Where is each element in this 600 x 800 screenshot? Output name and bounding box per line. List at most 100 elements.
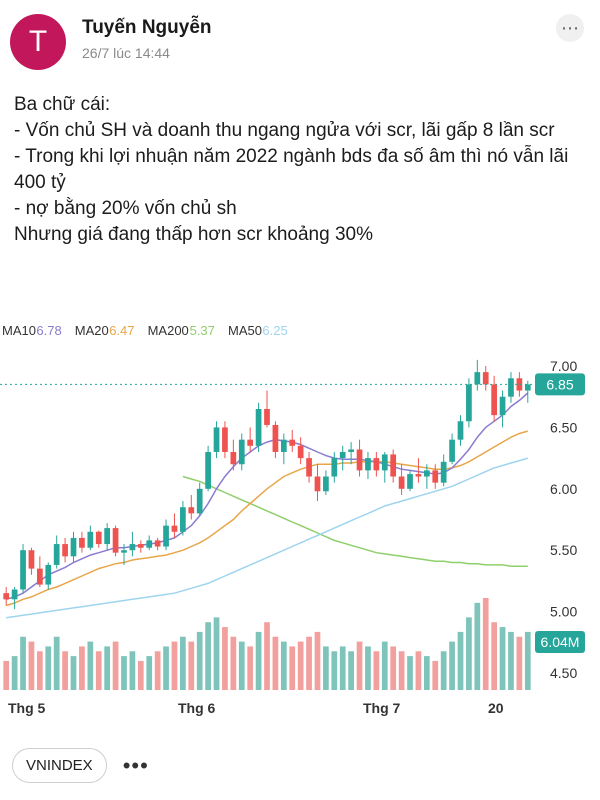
volume-bar-49: [415, 651, 422, 690]
more-horizontal-icon[interactable]: ⋯: [556, 14, 584, 42]
post-timestamp[interactable]: 26/7 lúc 14:44: [82, 45, 170, 61]
post-body: Ba chữ cái: - Vốn chủ SH và doanh thu ng…: [14, 92, 584, 248]
tag-chip-vnindex[interactable]: VNINDEX: [12, 748, 107, 783]
volume-bar-11: [95, 651, 102, 690]
volume-bar-10: [87, 641, 94, 690]
volume-bar-31: [264, 622, 270, 690]
stock-chart[interactable]: MA10 6.78 MA20 6.47 MA200 5.37 MA50 6.25 6.04M …: [0, 318, 600, 723]
author-meta: Tuyến Nguyễn 26/7 lúc 14:44: [82, 17, 212, 61]
candle-body-7: [62, 544, 68, 557]
volume-bar-36: [306, 636, 312, 690]
candle-body-40: [339, 451, 346, 459]
legend-label-2: MA200: [148, 323, 189, 338]
tag-row: VNINDEX •••: [12, 748, 149, 783]
volume-bars: 6.04M: [3, 598, 585, 690]
candle-body-12: [104, 528, 111, 545]
volume-bar-59: [499, 627, 506, 690]
volume-bar-58: [491, 622, 498, 690]
volume-bar-30: [255, 631, 262, 690]
volume-bar-42: [356, 641, 363, 690]
legend-value-1: 6.47: [109, 323, 134, 338]
candle-body-53: [449, 439, 455, 462]
legend-label-0: MA10: [2, 323, 36, 338]
candle-body-24: [205, 451, 211, 489]
post-line: - nợ bằng 20% vốn chủ sh: [14, 198, 237, 219]
candle-body-44: [373, 458, 380, 471]
volume-bar-39: [331, 651, 338, 690]
candle-body-2: [20, 550, 26, 590]
candle-body-13: [112, 528, 119, 553]
candle-body-62: [524, 384, 531, 391]
volume-bar-6: [53, 636, 60, 690]
candle-body-16: [137, 544, 144, 548]
candle-body-14: [121, 550, 127, 553]
candle-body-23: [196, 488, 203, 514]
candle-body-28: [238, 439, 245, 465]
candle-body-56: [474, 372, 481, 385]
volume-bar-22: [188, 641, 195, 690]
candle-body-29: [247, 439, 254, 446]
candle-body-0: [3, 593, 10, 600]
candle-body-19: [163, 525, 169, 547]
last-volume-label: 6.04M: [541, 634, 580, 650]
candle-body-41: [348, 449, 354, 452]
candle-body-48: [407, 474, 413, 489]
volume-bar-25: [213, 617, 220, 690]
volume-bar-43: [365, 646, 371, 690]
volume-bar-29: [247, 646, 254, 690]
price-axis: 7.00 6.50 6.00 5.50 5.00 4.50 6.85: [0, 358, 585, 681]
volume-bar-2: [20, 636, 26, 690]
candle-body-57: [482, 372, 489, 385]
candle-body-51: [432, 470, 439, 483]
volume-bar-34: [289, 646, 296, 690]
post-line: Nhưng giá đang thấp hơn scr khoảng 30%: [14, 224, 373, 245]
volume-bar-26: [222, 627, 228, 690]
volume-bar-7: [62, 651, 68, 690]
more-options-icon[interactable]: •••: [122, 752, 149, 778]
candle-body-55: [466, 384, 472, 422]
volume-bar-47: [398, 651, 405, 690]
volume-bar-41: [348, 651, 354, 690]
ma200-line: [182, 475, 528, 567]
candles: [3, 359, 531, 610]
time-label-3: 20: [488, 700, 504, 716]
candle-body-1: [11, 589, 18, 600]
volume-bar-61: [516, 636, 523, 690]
volume-bar-5: [45, 646, 52, 690]
candle-body-38: [323, 476, 329, 492]
candle-body-37: [314, 476, 321, 492]
candle-body-26: [222, 427, 228, 452]
last-price-badge: [535, 373, 585, 396]
volume-bar-32: [272, 636, 279, 690]
volume-bar-37: [314, 631, 321, 690]
candle-body-60: [508, 378, 514, 397]
candle-body-31: [264, 408, 270, 425]
author-name[interactable]: Tuyến Nguyễn: [82, 17, 212, 38]
candle-body-6: [53, 544, 60, 565]
price-tick-4: 5.00: [550, 604, 577, 620]
volume-bar-23: [196, 631, 203, 690]
candle-body-46: [390, 454, 397, 477]
candle-body-47: [398, 476, 405, 489]
volume-bar-28: [238, 641, 245, 690]
candle-body-30: [255, 408, 262, 446]
candle-body-36: [306, 458, 312, 477]
volume-bar-57: [482, 598, 489, 690]
legend-value-2: 5.37: [190, 323, 215, 338]
candle-body-43: [365, 458, 371, 471]
avatar[interactable]: T: [10, 14, 66, 70]
volume-bar-1: [11, 656, 18, 690]
candle-body-3: [28, 550, 35, 569]
volume-bar-21: [180, 636, 186, 690]
candle-body-34: [289, 439, 296, 446]
volume-bar-0: [3, 660, 10, 690]
candle-body-52: [440, 461, 447, 483]
candle-body-25: [213, 427, 220, 452]
volume-bar-55: [466, 617, 472, 690]
time-label-0: Thg 5: [8, 700, 46, 716]
candle-body-39: [331, 458, 338, 477]
volume-bar-8: [70, 656, 77, 690]
volume-bar-38: [323, 646, 329, 690]
volume-bar-52: [440, 651, 447, 690]
candle-body-35: [297, 445, 304, 459]
